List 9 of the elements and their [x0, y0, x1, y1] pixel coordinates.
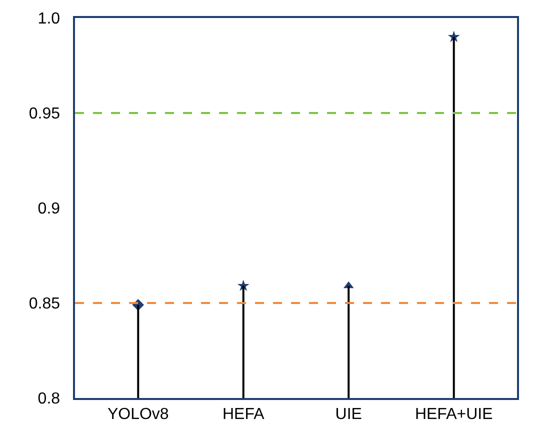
y-tick-label: 0.8	[38, 390, 60, 408]
y-tick-label: 0.9	[38, 200, 60, 218]
x-tick-label: HEFA+UIE	[414, 406, 493, 423]
y-tick-label: 0.85	[28, 296, 60, 313]
x-tick-label: YOLOv8	[107, 406, 169, 423]
x-tick-label: HEFA	[222, 406, 265, 423]
y-tick-label: 0.95	[28, 106, 60, 123]
x-tick-label: UIE	[335, 406, 362, 423]
y-tick-label: 1.0	[38, 10, 60, 28]
